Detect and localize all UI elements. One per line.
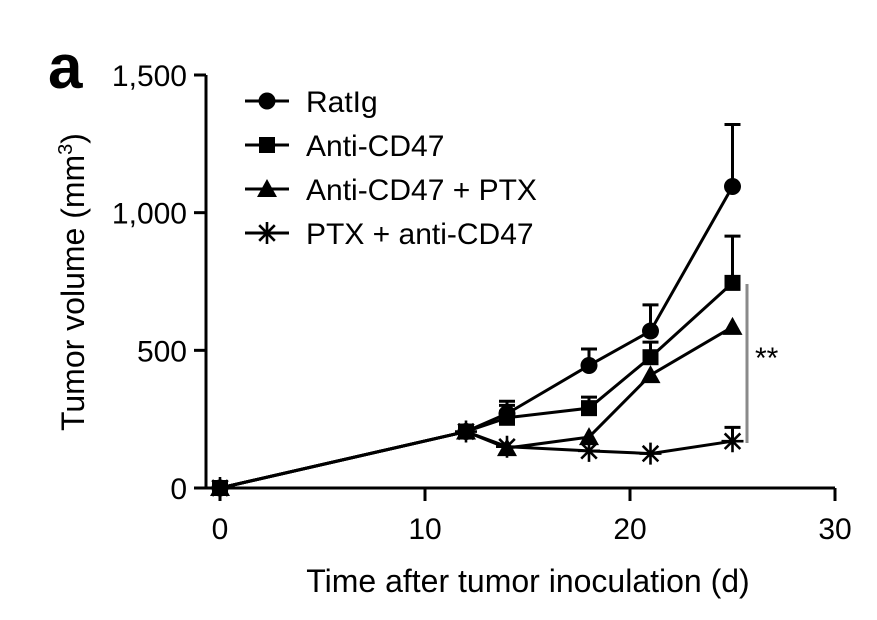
data-point-anti-cd47 (642, 349, 659, 366)
y-tick-label: 1,500 (112, 60, 187, 93)
x-ticks: 0 10 20 30 (212, 488, 852, 546)
y-axis-title-prefix: Tumor volume (mm (55, 155, 91, 431)
panel-label: a (48, 33, 83, 102)
data-point-anti-cd47-ptx (579, 427, 599, 446)
data-point-ptx-anti-cd47 (496, 435, 518, 458)
data-point-ptx-anti-cd47 (209, 477, 231, 499)
data-point-ratig (580, 356, 598, 374)
legend-marker-ptx-anti-cd47 (256, 222, 278, 244)
x-tick-label: 30 (818, 513, 851, 546)
x-axis-title: Time after tumor inoculation (d) (306, 563, 749, 599)
data-point-ptx-anti-cd47 (721, 430, 744, 453)
series-line-ptx-anti-cd47 (219, 429, 733, 490)
data-point-ptx-anti-cd47 (455, 420, 477, 443)
y-tick-label: 0 (170, 473, 187, 506)
y-tick-label: 500 (137, 335, 187, 368)
data-point-ptx-anti-cd47 (578, 439, 600, 462)
x-tick-label: 0 (212, 513, 229, 546)
data-point-anti-cd47 (499, 409, 515, 426)
x-tick-label: 10 (408, 513, 441, 546)
legend-marker-ratig (258, 92, 276, 110)
x-tick-label: 20 (613, 513, 646, 546)
data-point-anti-cd47-ptx (722, 316, 743, 335)
axes (204, 75, 835, 490)
legend-label-ratig: RatIg (306, 86, 378, 119)
y-axis-title: Tumor volume (mm3) (55, 133, 91, 431)
y-ticks: 0 500 1,000 1,500 (112, 60, 206, 506)
error-bar-ratig (724, 123, 741, 187)
series-markers (209, 178, 744, 499)
legend-marker-anti-cd47 (259, 137, 275, 153)
data-point-ptx-anti-cd47 (639, 442, 662, 465)
y-axis-title-suffix: ) (55, 133, 91, 144)
legend-label-anti-cd47: Anti-CD47 (306, 130, 444, 163)
data-point-anti-cd47 (581, 400, 597, 417)
data-point-ratig (642, 322, 659, 340)
error-bars (499, 123, 741, 442)
y-axis-title-sup: 3 (55, 144, 77, 155)
legend: RatIg Anti-CD47 Anti-CD47 + PTX PTX + anti-… (245, 86, 537, 251)
significance-stars: ** (755, 342, 779, 375)
legend-label-anti-cd47-ptx: Anti-CD47 + PTX (306, 174, 537, 207)
data-point-anti-cd47 (724, 274, 741, 291)
data-point-ratig (724, 178, 741, 196)
series-lines (219, 185, 734, 490)
legend-marker-anti-cd47-ptx (257, 179, 277, 197)
y-tick-label: 1,000 (112, 198, 187, 231)
legend-label-ptx-anti-cd47: PTX + anti-CD47 (306, 218, 534, 251)
data-point-anti-cd47-ptx (640, 365, 661, 384)
significance-annotation: ** (745, 284, 779, 443)
